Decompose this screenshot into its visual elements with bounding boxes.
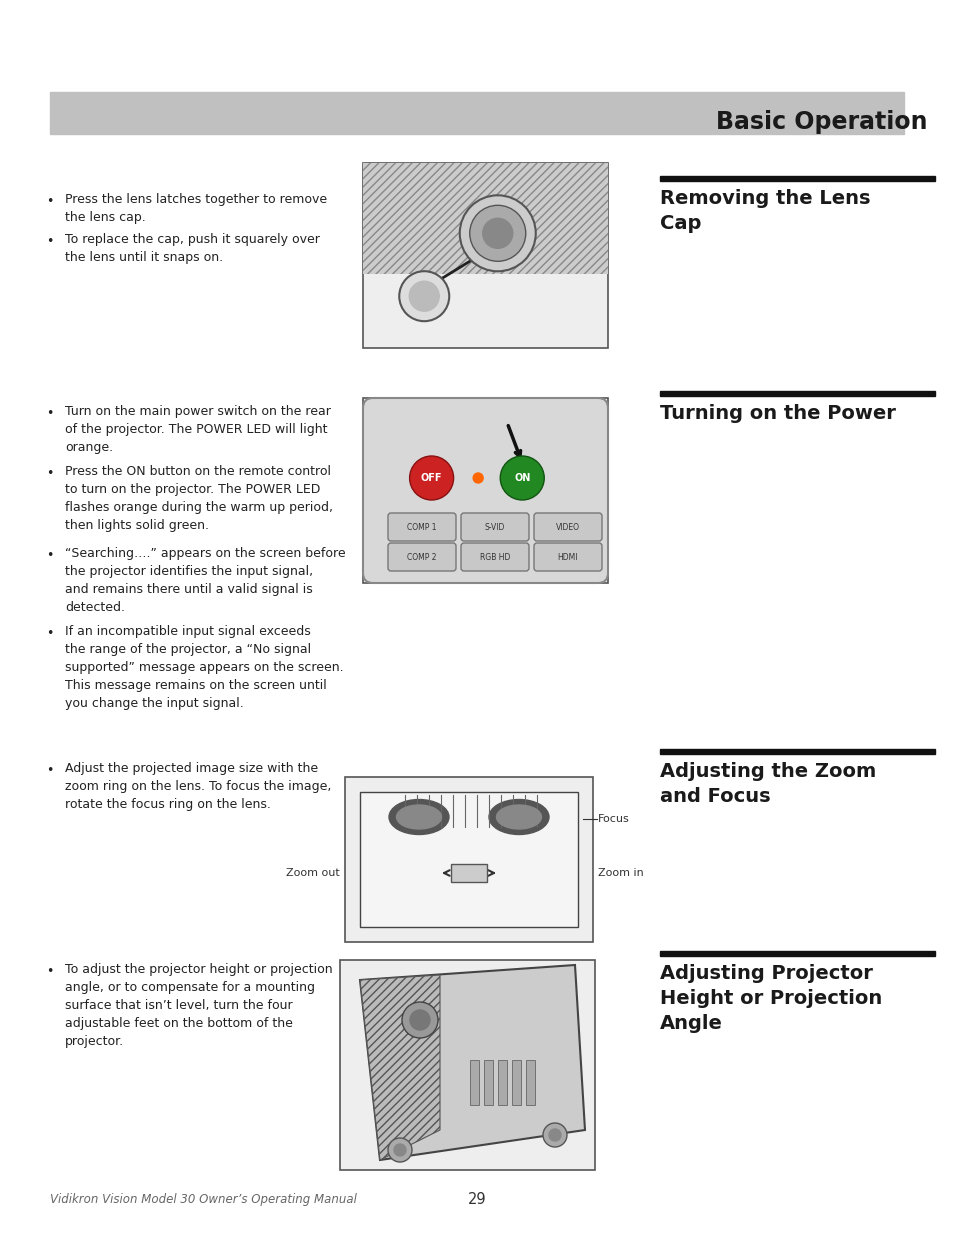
FancyBboxPatch shape [460, 513, 529, 541]
Text: COMP 1: COMP 1 [407, 522, 436, 531]
Bar [483, 1060, 493, 1105]
Text: Adjust the projected image size with the
zoom ring on the lens. To focus the ima: Adjust the projected image size with the… [65, 762, 331, 811]
Bar [512, 1060, 520, 1105]
Circle shape [410, 1010, 430, 1030]
Text: “Searching….” appears on the screen before
the projector identifies the input si: “Searching….” appears on the screen befo… [65, 547, 345, 614]
Text: Press the lens latches together to remove
the lens cap.: Press the lens latches together to remov… [65, 193, 327, 224]
Ellipse shape [389, 799, 449, 835]
Bar [497, 1060, 506, 1105]
Circle shape [482, 219, 512, 248]
Ellipse shape [496, 805, 541, 829]
Text: To adjust the projector height or projection
angle, or to compensate for a mount: To adjust the projector height or projec… [65, 963, 333, 1049]
Circle shape [399, 272, 449, 321]
Text: Turn on the main power switch on the rear
of the projector. The POWER LED will l: Turn on the main power switch on the rea… [65, 405, 331, 454]
Text: •: • [47, 467, 53, 480]
Text: Zoom in: Zoom in [598, 868, 643, 878]
Circle shape [473, 473, 482, 483]
Text: •: • [47, 627, 53, 640]
Bar [659, 951, 934, 956]
Text: Focus: Focus [598, 814, 629, 824]
Bar [339, 960, 595, 1170]
Circle shape [409, 456, 453, 500]
Text: •: • [47, 550, 53, 562]
Circle shape [459, 195, 536, 272]
Polygon shape [359, 974, 439, 1160]
Text: ON: ON [514, 473, 530, 483]
Circle shape [469, 205, 525, 262]
Circle shape [542, 1123, 566, 1147]
Text: •: • [47, 764, 53, 777]
Text: To replace the cap, push it squarely over
the lens until it snaps on.: To replace the cap, push it squarely ove… [65, 233, 319, 264]
Text: OFF: OFF [420, 473, 442, 483]
FancyBboxPatch shape [534, 513, 601, 541]
Text: •: • [47, 235, 53, 248]
Bar [659, 391, 934, 396]
FancyBboxPatch shape [534, 543, 601, 571]
Bar [525, 1060, 535, 1105]
Text: Removing the Lens
Cap: Removing the Lens Cap [659, 189, 869, 233]
Bar [451, 864, 486, 882]
Text: HDMI: HDMI [558, 552, 578, 562]
Bar [50, 91, 903, 135]
Bar [345, 777, 593, 942]
Text: RGB HD: RGB HD [479, 552, 510, 562]
Text: Basic Operation: Basic Operation [716, 110, 927, 135]
Text: Press the ON button on the remote control
to turn on the projector. The POWER LE: Press the ON button on the remote contro… [65, 466, 333, 532]
Circle shape [394, 1144, 406, 1156]
Ellipse shape [489, 799, 548, 835]
Circle shape [499, 456, 543, 500]
Bar [659, 748, 934, 755]
Text: If an incompatible input signal exceeds
the range of the projector, a “No signal: If an incompatible input signal exceeds … [65, 625, 343, 710]
Text: Zoom out: Zoom out [286, 868, 339, 878]
FancyBboxPatch shape [460, 543, 529, 571]
Text: VIDEO: VIDEO [556, 522, 579, 531]
Text: •: • [47, 195, 53, 207]
Bar [363, 398, 607, 583]
FancyBboxPatch shape [388, 513, 456, 541]
Circle shape [548, 1129, 560, 1141]
Text: Adjusting the Zoom
and Focus: Adjusting the Zoom and Focus [659, 762, 876, 806]
Ellipse shape [396, 805, 441, 829]
Bar [363, 163, 607, 274]
Text: S-VID: S-VID [484, 522, 505, 531]
Text: Vidikron Vision Model 30 Owner’s Operating Manual: Vidikron Vision Model 30 Owner’s Operati… [50, 1193, 356, 1207]
Text: 29: 29 [467, 1193, 486, 1208]
Text: Adjusting Projector
Height or Projection
Angle: Adjusting Projector Height or Projection… [659, 965, 882, 1032]
Text: •: • [47, 965, 53, 978]
Polygon shape [359, 965, 584, 1160]
Bar [470, 1060, 478, 1105]
Circle shape [409, 282, 438, 311]
FancyBboxPatch shape [363, 398, 607, 583]
Bar [359, 792, 578, 927]
Text: Turning on the Power: Turning on the Power [659, 404, 895, 424]
Bar [659, 177, 934, 182]
Text: •: • [47, 408, 53, 420]
Circle shape [388, 1137, 412, 1162]
Bar [363, 163, 607, 348]
FancyBboxPatch shape [388, 543, 456, 571]
Circle shape [401, 1002, 437, 1037]
Text: COMP 2: COMP 2 [407, 552, 436, 562]
